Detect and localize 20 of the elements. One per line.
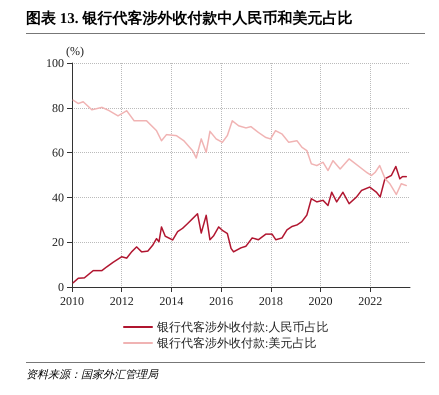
line-series (72, 166, 408, 284)
x-tick-label: 2014 (159, 294, 184, 308)
y-tick-label: 60 (52, 146, 64, 160)
x-tick-label: 2016 (209, 294, 234, 308)
x-tick-label: 2010 (60, 294, 84, 308)
y-tick-label: 40 (52, 190, 64, 204)
line-series (72, 99, 408, 196)
y-tick-label: 20 (52, 235, 64, 250)
chart-title: 图表 13. 银行代客涉外收付款中人民币和美元占比 (26, 6, 425, 34)
text: 资料来源：国家外汇管理局 (26, 362, 425, 382)
y-tick-label: 100 (46, 56, 64, 70)
y-tick-label: 0 (58, 280, 64, 294)
x-tick-label: 2018 (258, 294, 283, 308)
legend-label: 银行代客涉外收付款:人民币占比 (156, 320, 328, 334)
x-tick-label: 2012 (110, 294, 134, 308)
y-axis-title: (%) (66, 44, 84, 58)
x-tick-label: 2020 (308, 294, 333, 308)
legend-label: 银行代客涉外收付款:美元占比 (156, 336, 316, 350)
x-tick-label: 2022 (358, 294, 382, 308)
y-tick-label: 80 (52, 100, 64, 115)
